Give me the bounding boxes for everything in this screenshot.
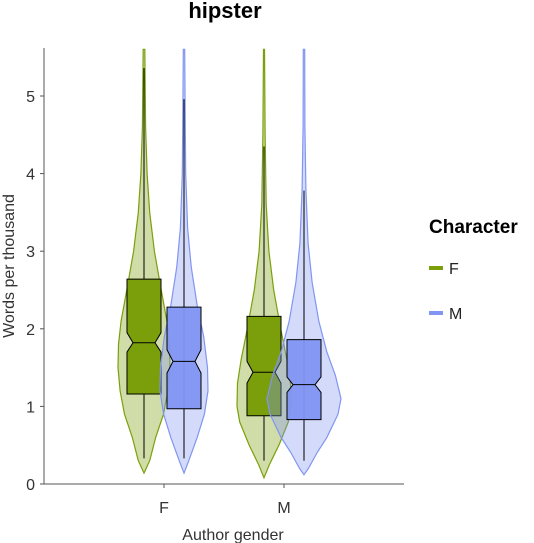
y-tick-label: 0: [26, 477, 35, 494]
y-tick-label: 5: [26, 89, 35, 106]
y-tick-label: 4: [26, 167, 35, 184]
y-tick-label: 2: [26, 322, 35, 339]
box-M-M: [286, 339, 322, 421]
y-axis-label: Words per thousand: [1, 194, 18, 338]
legend-label-F: F: [449, 261, 459, 278]
legend-title: Character: [429, 217, 518, 238]
y-tick-label: 1: [26, 399, 35, 416]
chart-title: hipster: [188, 0, 262, 23]
x-axis-label: Author gender: [182, 527, 284, 543]
legend: Character F M: [429, 217, 518, 323]
y-tick-label: 3: [26, 244, 35, 261]
box-M-F: [166, 306, 202, 410]
legend-label-M: M: [449, 306, 462, 323]
box-F-F: [126, 278, 162, 395]
plot-area: [117, 48, 342, 480]
y-axis-ticks: 0 1 2 3 4 5: [26, 89, 44, 494]
x-tick-label: F: [159, 500, 169, 517]
box-F-M: [246, 315, 282, 417]
x-tick-label: M: [277, 500, 290, 517]
